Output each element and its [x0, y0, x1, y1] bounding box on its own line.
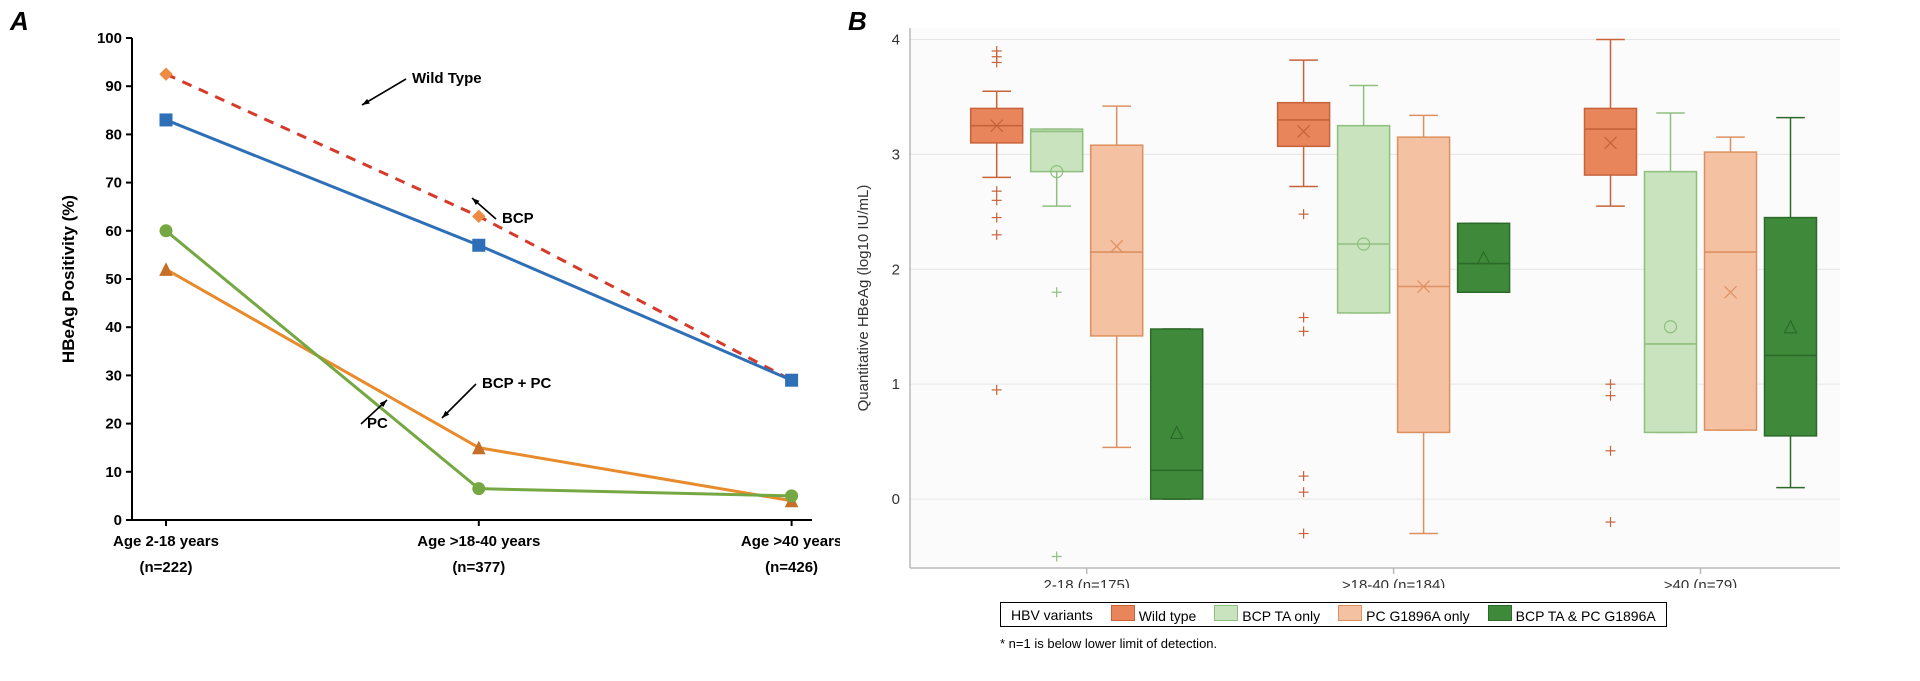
y-axis-title-b: Quantitative HBeAg (log10 IU/mL)	[855, 185, 872, 412]
svg-text:BCP: BCP	[502, 210, 534, 227]
xgroup-label: >18-40 (n=184)	[1342, 577, 1445, 588]
marker	[160, 225, 172, 237]
xtick-sublabel: (n=377)	[452, 559, 505, 576]
callout: BCP + PC	[442, 375, 551, 418]
ytick-label: 20	[105, 416, 122, 433]
xtick-sublabel: (n=426)	[765, 559, 818, 576]
legend-item: BCP TA only	[1214, 605, 1320, 624]
marker	[160, 114, 172, 126]
ytick-label: 40	[105, 319, 122, 336]
panel-a: A 0102030405060708090100HBeAg Positivity…	[40, 8, 840, 673]
xgroup-label: 2-18 (n=175)	[1044, 577, 1130, 588]
legend-b: HBV variants Wild type BCP TA only PC G1896…	[1000, 602, 1667, 627]
callout: Wild Type	[362, 70, 482, 105]
series-pc	[160, 225, 798, 502]
ytick-label: 100	[97, 30, 122, 47]
ytick-label-b: 4	[892, 31, 900, 48]
legend-swatch	[1488, 605, 1512, 621]
marker	[786, 490, 798, 502]
legend-item: Wild type	[1111, 605, 1197, 624]
xgroup-label: >40 (n=79)	[1664, 577, 1737, 588]
xtick-label: Age 2-18 years	[113, 533, 219, 550]
marker	[160, 263, 172, 275]
ytick-label-b: 2	[892, 261, 900, 278]
marker	[786, 374, 798, 386]
legend-label: BCP TA & PC G1896A	[1516, 608, 1656, 624]
ytick-label: 60	[105, 223, 122, 240]
marker	[473, 239, 485, 251]
chart-a-svg: 0 10 20 30 40 50 60 70 80 90 100 HBeAg Positivity (…	[40, 8, 840, 638]
boxplot	[1458, 223, 1510, 292]
ytick-label: 50	[105, 271, 122, 288]
marker	[473, 210, 485, 222]
chart-b-svg: 0 1 2 3 4 2-18 (n=175) >18-40 (n=184) >40 (n=79…	[840, 8, 1900, 588]
marker	[160, 68, 172, 80]
series-wild-type	[160, 68, 798, 386]
ytick-label: 80	[105, 126, 122, 143]
ytick-label: 0	[114, 512, 122, 529]
legend-label: PC G1896A only	[1366, 608, 1470, 624]
figure-wrap: A 0102030405060708090100HBeAg Positivity…	[0, 0, 1920, 681]
xtick-label: Age >18-40 years	[417, 533, 540, 550]
svg-text:PC: PC	[367, 415, 388, 432]
ytick-label-b: 1	[892, 376, 900, 393]
ytick-label-b: 0	[892, 491, 900, 508]
marker	[473, 483, 485, 495]
legend-swatch	[1338, 605, 1362, 621]
xtick-sublabel: (n=222)	[140, 559, 193, 576]
legend-swatch	[1214, 605, 1238, 621]
callout: PC	[361, 400, 388, 432]
legend-item: PC G1896A only	[1338, 605, 1470, 624]
legend-label: BCP TA only	[1242, 608, 1320, 624]
note-b: * n=1 is below lower limit of detection.	[1000, 636, 1217, 651]
legend-label: Wild type	[1139, 608, 1197, 624]
xtick-label: Age >40 years	[741, 533, 840, 550]
ytick-label: 70	[105, 175, 122, 192]
boxplot	[1705, 137, 1757, 430]
legend-title: HBV variants	[1011, 607, 1093, 623]
series-bcp	[160, 114, 798, 386]
panel-b: B 012342-18 (n=175)>18-40 (n=184)>40 (n=…	[840, 8, 1908, 673]
ytick-label: 90	[105, 78, 122, 95]
ytick-label-b: 3	[892, 146, 900, 163]
boxplot	[1151, 329, 1203, 499]
ytick-label: 30	[105, 367, 122, 384]
svg-text:Wild Type: Wild Type	[412, 70, 482, 87]
legend-item: BCP TA & PC G1896A	[1488, 605, 1656, 624]
ytick-label: 10	[105, 464, 122, 481]
series-bcp-pc	[160, 263, 798, 506]
panel-a-label: A	[10, 6, 29, 37]
y-axis-title-a: HBeAg Positivity (%)	[59, 195, 78, 363]
legend-swatch	[1111, 605, 1135, 621]
svg-text:BCP + PC: BCP + PC	[482, 375, 551, 392]
